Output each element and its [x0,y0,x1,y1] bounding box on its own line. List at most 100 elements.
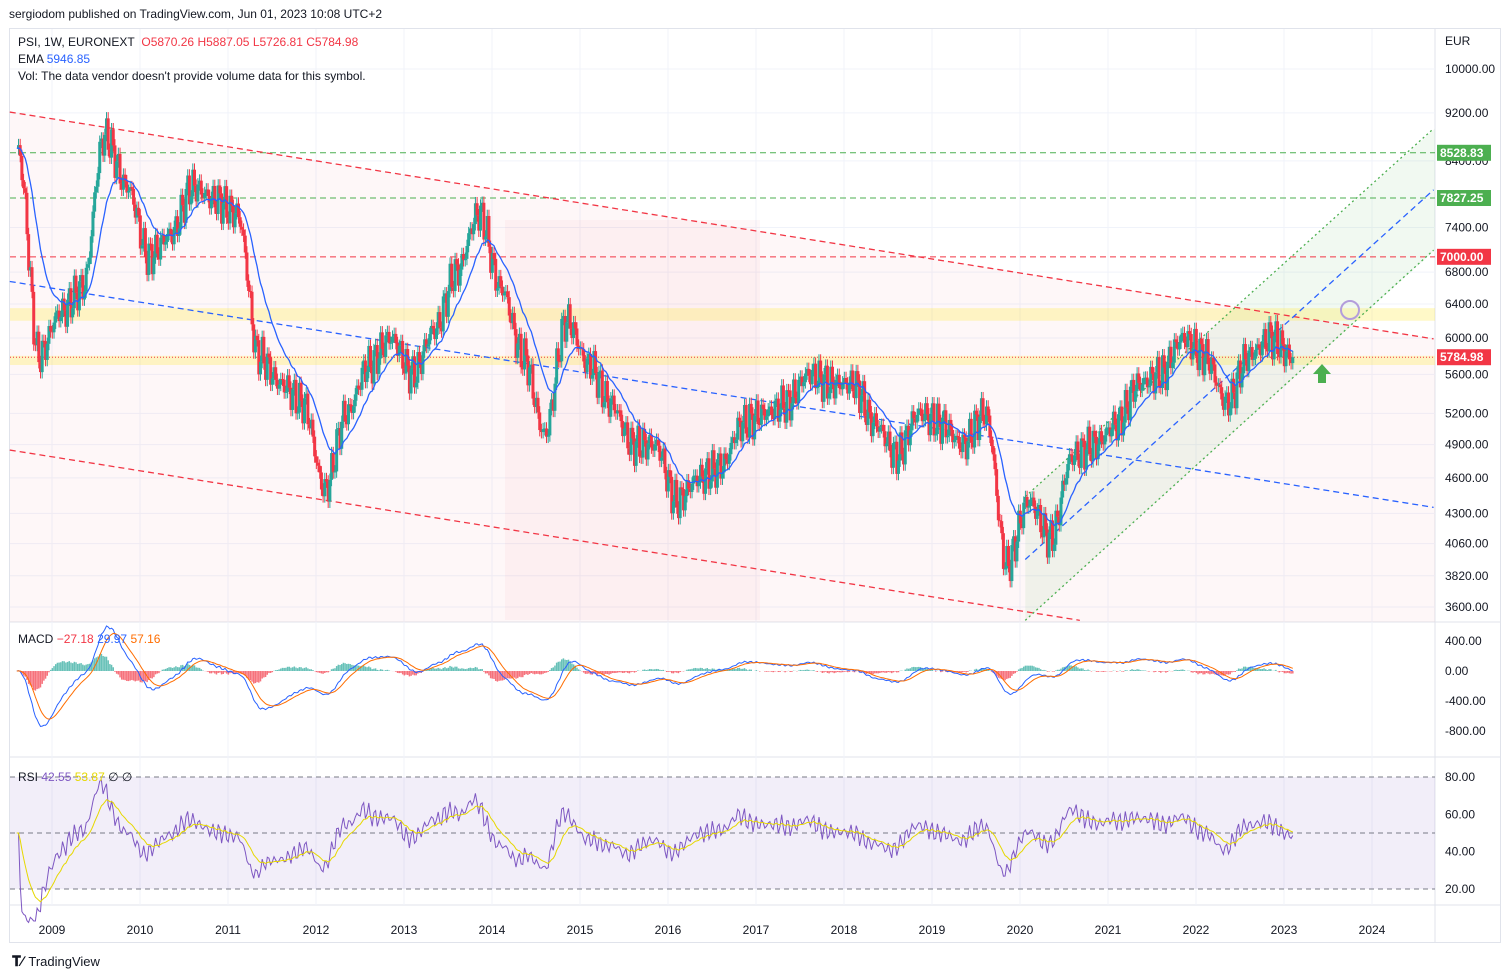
candle-body [797,379,801,404]
candle-body [451,287,455,292]
candle-body [553,383,557,411]
candle-body [1035,509,1039,519]
candle-body [299,382,303,401]
candle-body [301,400,305,424]
candle-body [1174,339,1178,342]
rsi-tick-label: 80.00 [1445,770,1475,784]
candle-body [18,145,22,156]
rsi-legend[interactable]: RSI 42.55 53.87 ∅ ∅ [18,770,132,784]
candle-body [1003,568,1007,570]
candle-body [678,487,682,519]
candle-body [174,216,178,227]
candle-body [761,404,765,409]
candle-body [599,370,603,372]
candle-body [1230,378,1234,409]
candle-body [1254,349,1258,359]
candle-body [436,312,440,329]
candle-body [827,393,831,399]
candle-body [764,416,768,420]
candle-body [40,340,44,373]
candle-body [1155,357,1159,373]
candle-body [52,322,56,333]
candle-body [1140,384,1144,391]
candle-body [203,193,207,198]
x-tick-label: 2022 [1183,923,1210,937]
candle-body [258,361,262,375]
candle-body [534,397,538,408]
candle-body [54,312,58,323]
candle-body [380,332,384,349]
candle-body [558,361,562,363]
candle-body [480,202,484,206]
candle-body [387,331,391,344]
candle-body [1078,459,1082,468]
candle-body [883,431,887,447]
candle-body [1177,342,1181,350]
candle-body [959,448,963,453]
candle-body [1199,338,1203,345]
candle-body [661,448,665,458]
candle-body [1001,533,1005,569]
macd-legend[interactable]: MACD −27.18 29.97 57.16 [18,632,160,646]
candle-body [605,381,609,402]
candle-body [445,293,449,317]
candle-body [1128,386,1132,421]
candle-body [1218,384,1222,388]
candle-body [934,434,938,436]
candle-body [519,333,523,368]
candle-body [318,465,322,473]
candle-body [956,435,960,437]
candle-body [631,427,635,439]
candle-body [734,439,738,444]
candle-body [886,431,890,444]
symbol-name[interactable]: PSI, 1W, EURONEXT [18,35,135,49]
candle-body [822,374,826,402]
candle-body [1181,332,1185,335]
rsi-extra-1: ∅ [108,770,119,784]
candle-body [308,424,312,429]
candle-body [443,293,447,297]
candle-body [1248,347,1252,351]
candle-body [1274,321,1278,336]
currency-label: EUR [1445,34,1471,48]
candle-body [1056,510,1060,517]
candle-body [462,254,466,261]
candle-body [148,243,152,245]
candle-body [1211,357,1215,365]
candle-body [732,437,736,444]
ema-legend[interactable]: EMA 5946.85 [18,52,90,66]
candle-body [1000,521,1004,534]
candle-body [812,363,816,371]
candle-body [1115,424,1119,441]
candle-body [345,421,349,425]
descending-channel-fill [10,112,1435,622]
candle-body [484,236,488,240]
candle-body [350,405,354,414]
trendline-main-support [9,449,1080,621]
candle-body [619,410,623,422]
candle-body [939,420,943,444]
candle-body [456,264,460,286]
candle-body [1171,362,1175,369]
candle-body [1133,391,1137,402]
candle-body [851,370,855,392]
candle-body [1034,506,1038,519]
candle-body [893,441,897,444]
candle-body [830,366,834,383]
candle-body [1103,435,1107,445]
candle-body [876,426,880,432]
candle-body [746,433,750,438]
candle-body [660,457,664,461]
candle-body [604,381,608,403]
candle-body [1252,358,1256,360]
candle-body [1040,532,1044,538]
candle-body [115,161,119,178]
tradingview-logo[interactable]: 𝐓∕ TradingView [12,953,100,970]
candle-body [649,434,653,448]
candle-body [676,507,680,519]
candle-body [844,378,848,384]
candle-body [1166,361,1170,391]
candle-body [162,234,166,245]
candle-body [622,428,626,437]
